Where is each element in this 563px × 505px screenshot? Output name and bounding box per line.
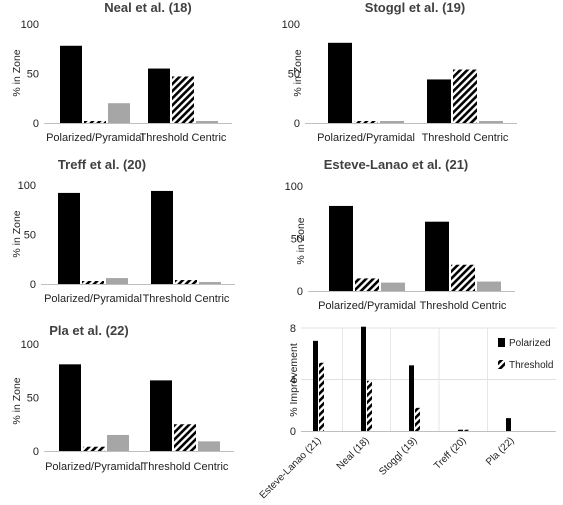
bar-neal-18-series-polarized [361,326,366,431]
y-tick-label: 100 [18,180,36,192]
x-tick-label: Stoggl (19) [377,435,419,477]
bar-stoggl-19-series-threshold [415,407,420,431]
bar-neal-18-series-threshold [367,380,372,431]
y-axis-label: % in Zone [11,377,23,424]
bar-polarized-pyramidal-series-2 [84,121,106,123]
chart-esteve: 0 50 100 % in Zone Polarized/Pyramidal Thresh… [285,181,515,312]
y-axis-label: % Improvement [288,343,300,417]
chart-panel-improvement: 0 4 8% Improvement Esteve-Lanao (21) Neal (1… [258,310,563,501]
bar-esteve-lanao-21-series-polarized [313,340,318,431]
x-tick-label: Threshold Centric [140,132,227,144]
chart-title: Neal et al. (18) [104,0,192,15]
y-axis-label: % in Zone [295,217,307,264]
x-tick-label: Threshold Centric [422,132,509,144]
y-tick-label: 100 [282,19,300,31]
bar-threshold-centric-series-3 [198,441,220,451]
x-tick-label: Pla (22) [484,435,517,468]
bar-polarized-pyramidal-series-3 [108,103,130,123]
bar-polarized-pyramidal-series-2 [83,446,105,451]
bar-threshold-centric-series-1 [148,68,170,123]
bar-polarized-pyramidal-series-3 [381,282,405,291]
chart-title: Pla et al. (22) [49,323,129,338]
bar-polarized-pyramidal-series-2 [82,281,104,284]
bar-threshold-centric-series-1 [425,221,449,291]
legend-label-polarized: Polarized [509,338,551,349]
bar-stoggl-19-series-polarized [409,365,414,431]
y-tick-label: 0 [33,446,39,458]
bar-threshold-centric-series-2 [174,424,196,451]
y-axis-label: % in Zone [11,49,23,96]
bar-esteve-lanao-21-series-threshold [319,362,324,431]
bar-threshold-centric-series-3 [199,282,221,284]
bar-threshold-centric-series-3 [479,121,503,123]
y-tick-label: 50 [27,393,39,405]
bar-polarized-pyramidal-series-1 [328,42,352,124]
bar-polarized-pyramidal-series-1 [58,192,80,284]
bar-threshold-centric-series-1 [151,190,173,284]
x-tick-label: Polarized/Pyramidal [45,461,143,473]
bar-threshold-centric-series-2 [451,264,475,291]
chart-stoggl: 0 50 100 % in Zone Polarized/Pyramidal Thresh… [282,19,517,144]
bar-polarized-pyramidal-series-1 [60,45,82,123]
bar-threshold-centric-series-3 [477,281,501,291]
chart-panel-pla: Pla et al. (22) 0 50 100 % in Zone Polarized… [0,315,281,500]
bar-pla-22-series-polarized [506,418,511,431]
y-tick-label: 50 [24,230,36,242]
bar-polarized-pyramidal-series-1 [329,205,353,291]
x-tick-label: Polarized/Pyramidal [318,300,416,312]
bar-treff-20-series-threshold [464,429,469,431]
chart-pla: 0 50 100 % in Zone Polarized/PyramidalThresh… [11,339,234,473]
x-tick-label: Threshold Centric [420,300,507,312]
bar-threshold-centric-series-2 [453,69,477,123]
chart-title: Esteve-Lanao et al. (21) [323,157,469,172]
y-tick-label: 50 [291,234,303,246]
legend-swatch-polarized [498,338,505,347]
x-tick-label: Polarized/Pyramidal [317,132,415,144]
bar-polarized-pyramidal-series-2 [355,278,379,291]
y-tick-label: 50 [27,69,39,81]
x-tick-label: Treff (20) [432,435,468,471]
y-tick-label: 50 [288,69,300,81]
bar-polarized-pyramidal-series-2 [354,121,378,123]
y-axis-label: % in Zone [292,49,304,96]
x-tick-label: Threshold Centric [143,293,230,305]
legend-label-threshold: Threshold [509,360,553,371]
y-tick-label: 100 [21,19,39,31]
y-tick-label: 8 [290,323,296,335]
x-tick-label: Neal (18) [335,435,372,472]
bar-threshold-centric-series-2 [172,76,194,123]
bar-threshold-centric-series-1 [150,380,172,451]
chart-panel-neal: Neal et al. (18) 0 50 100 % in Zone Polarize… [0,0,281,150]
x-tick-label: Threshold Centric [142,461,229,473]
y-tick-label: 100 [21,339,39,351]
y-tick-label: 0 [33,118,39,130]
y-tick-label: 4 [290,375,296,387]
bar-threshold-centric-series-1 [427,79,451,123]
chart-treff: 0 50 100 % in Zone Polarized/Pyramidal Thresh… [11,180,235,305]
y-tick-label: 0 [297,286,303,298]
chart-neal: 0 50 100 % in Zone Polarized/PyramidalThresh… [11,19,232,144]
y-tick-label: 100 [285,181,303,193]
y-tick-label: 0 [290,426,296,438]
bar-polarized-pyramidal-series-1 [59,364,81,451]
y-tick-label: 0 [294,118,300,130]
bar-polarized-pyramidal-series-3 [106,278,128,284]
chart-panel-stoggl: Stoggl et al. (19) 0 50 100 % in Zone Polari… [281,0,563,150]
y-tick-label: 0 [30,279,36,291]
bar-treff-20-series-polarized [458,429,463,431]
chart-title: Stoggl et al. (19) [364,0,466,15]
chart-title: Treff et al. (20) [57,157,147,172]
bar-polarized-pyramidal-series-3 [107,434,129,451]
bar-polarized-pyramidal-series-3 [380,121,404,123]
chart-panel-treff: Treff et al. (20) 0 50 100 % in Zone Polariz… [0,150,281,310]
y-axis-label: % in Zone [11,210,23,257]
bar-threshold-centric-series-2 [175,280,197,284]
legend-swatch-threshold [498,360,505,369]
x-tick-label: Polarized/Pyramidal [44,293,142,305]
bar-threshold-centric-series-3 [196,121,218,123]
x-tick-label: Polarized/Pyramidal [46,132,144,144]
chart-panel-esteve: Esteve-Lanao et al. (21) 0 50 100 % in Zone… [281,150,563,312]
